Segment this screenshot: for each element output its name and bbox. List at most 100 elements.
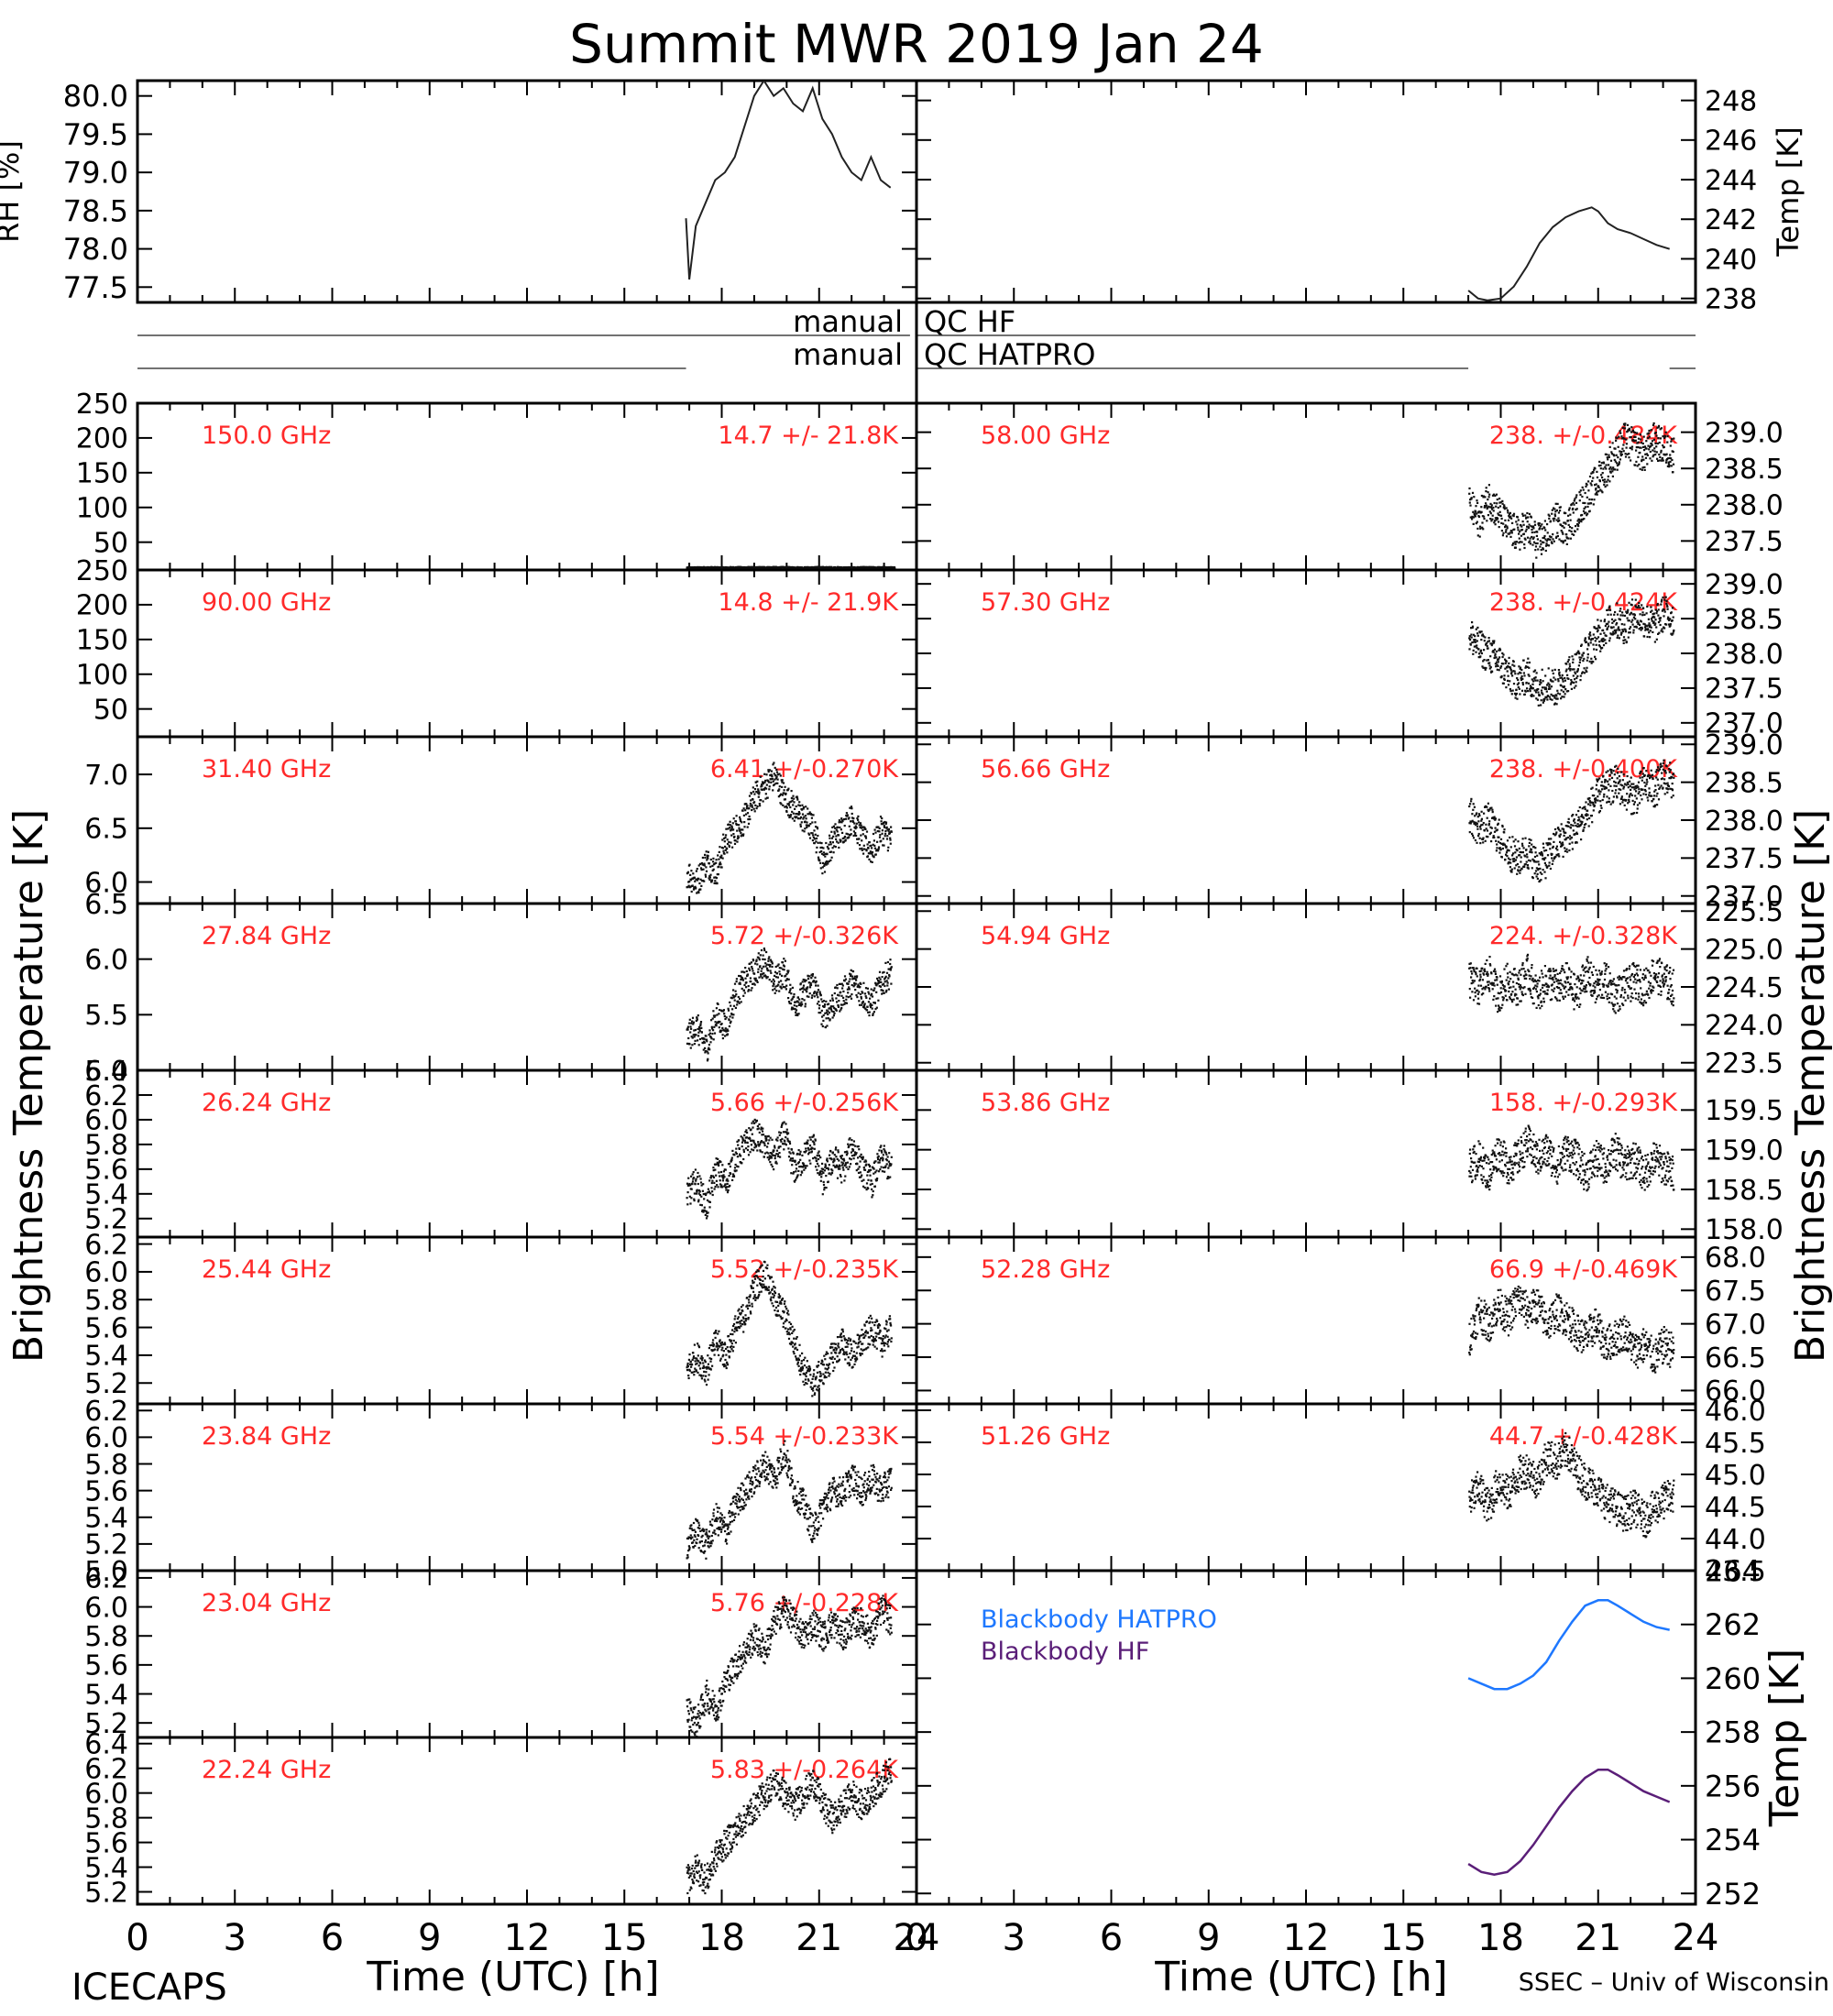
data-point — [713, 1353, 716, 1356]
data-point — [870, 1168, 873, 1171]
data-point — [815, 851, 818, 854]
data-point — [763, 1144, 766, 1147]
data-point — [828, 1012, 830, 1014]
data-point — [705, 1557, 708, 1560]
data-point — [845, 812, 848, 815]
data-point — [707, 1545, 709, 1548]
data-point — [820, 1499, 823, 1502]
data-point — [711, 1033, 714, 1035]
data-point — [794, 1485, 796, 1488]
data-point — [779, 1295, 782, 1298]
data-point — [829, 843, 832, 846]
data-point — [851, 970, 855, 973]
data-point — [836, 830, 839, 833]
data-point — [818, 1371, 821, 1374]
y-tick-label: 78.0 — [63, 232, 128, 267]
data-point — [850, 1475, 853, 1479]
data-point — [715, 1024, 718, 1027]
data-point — [827, 1364, 829, 1367]
data-point — [740, 828, 743, 831]
data-point — [789, 1157, 793, 1160]
data-point — [766, 976, 769, 979]
data-point — [730, 1345, 733, 1348]
data-point — [828, 1168, 830, 1171]
data-point — [819, 993, 822, 996]
data-point — [835, 1156, 838, 1158]
data-point — [695, 887, 697, 890]
data-point — [704, 1210, 707, 1212]
data-point — [838, 1493, 840, 1496]
data-point — [788, 1320, 791, 1324]
data-point — [884, 1471, 886, 1474]
data-point — [773, 1285, 775, 1288]
data-point — [741, 1136, 744, 1139]
data-point — [717, 854, 719, 857]
data-point — [708, 1711, 710, 1714]
data-point — [862, 828, 864, 831]
data-point — [829, 1008, 833, 1011]
data-point — [797, 1364, 800, 1367]
data-point — [726, 1542, 729, 1545]
data-point — [876, 840, 879, 843]
plot-area — [686, 948, 893, 1062]
data-point — [758, 791, 761, 794]
data-point — [862, 1156, 864, 1158]
data-point — [787, 1001, 791, 1003]
data-point — [690, 870, 693, 872]
data-point — [740, 1325, 742, 1328]
data-point — [761, 1287, 764, 1289]
data-point — [855, 1482, 858, 1485]
data-point — [733, 1328, 737, 1331]
data-point — [807, 1378, 809, 1381]
data-point — [689, 873, 692, 876]
data-point — [827, 1013, 829, 1016]
data-point — [759, 805, 762, 807]
data-point — [737, 1166, 740, 1168]
data-point — [747, 1298, 751, 1301]
data-point — [812, 1535, 815, 1538]
data-point — [723, 852, 726, 855]
data-point — [825, 1375, 828, 1379]
data-point — [719, 1170, 723, 1174]
y-tick-label: 5.8 — [84, 1621, 128, 1653]
data-point — [738, 828, 741, 831]
data-point — [697, 1371, 699, 1374]
data-point — [851, 1488, 853, 1491]
data-point — [688, 1043, 691, 1046]
data-point — [834, 827, 837, 829]
data-point — [794, 1180, 796, 1183]
data-point — [842, 840, 845, 843]
data-point — [699, 1178, 702, 1180]
data-point — [785, 1128, 788, 1131]
data-point — [704, 1359, 707, 1362]
data-point — [689, 1701, 692, 1704]
data-point — [876, 1156, 879, 1159]
data-point — [690, 1528, 693, 1530]
data-point — [694, 1367, 697, 1370]
data-point — [796, 798, 799, 801]
data-point — [807, 978, 810, 981]
data-point — [750, 1488, 752, 1491]
data-point — [743, 1320, 746, 1324]
data-point — [800, 1362, 803, 1364]
data-point — [789, 983, 792, 986]
y-tick-label: 50 — [93, 694, 128, 726]
data-point — [808, 837, 812, 839]
data-point — [691, 1183, 694, 1186]
data-point — [813, 1143, 816, 1145]
data-point — [744, 1314, 747, 1317]
data-point — [732, 1173, 735, 1176]
data-point — [721, 1523, 724, 1526]
data-point — [719, 1518, 722, 1521]
data-point — [692, 1177, 696, 1179]
data-point — [792, 812, 795, 815]
data-point — [696, 1362, 698, 1364]
data-point — [828, 1164, 830, 1167]
data-point — [724, 1017, 727, 1021]
data-point — [774, 1471, 776, 1474]
data-point — [803, 1517, 807, 1519]
data-point — [749, 1137, 752, 1140]
data-point — [852, 830, 855, 833]
data-point — [769, 1481, 772, 1484]
